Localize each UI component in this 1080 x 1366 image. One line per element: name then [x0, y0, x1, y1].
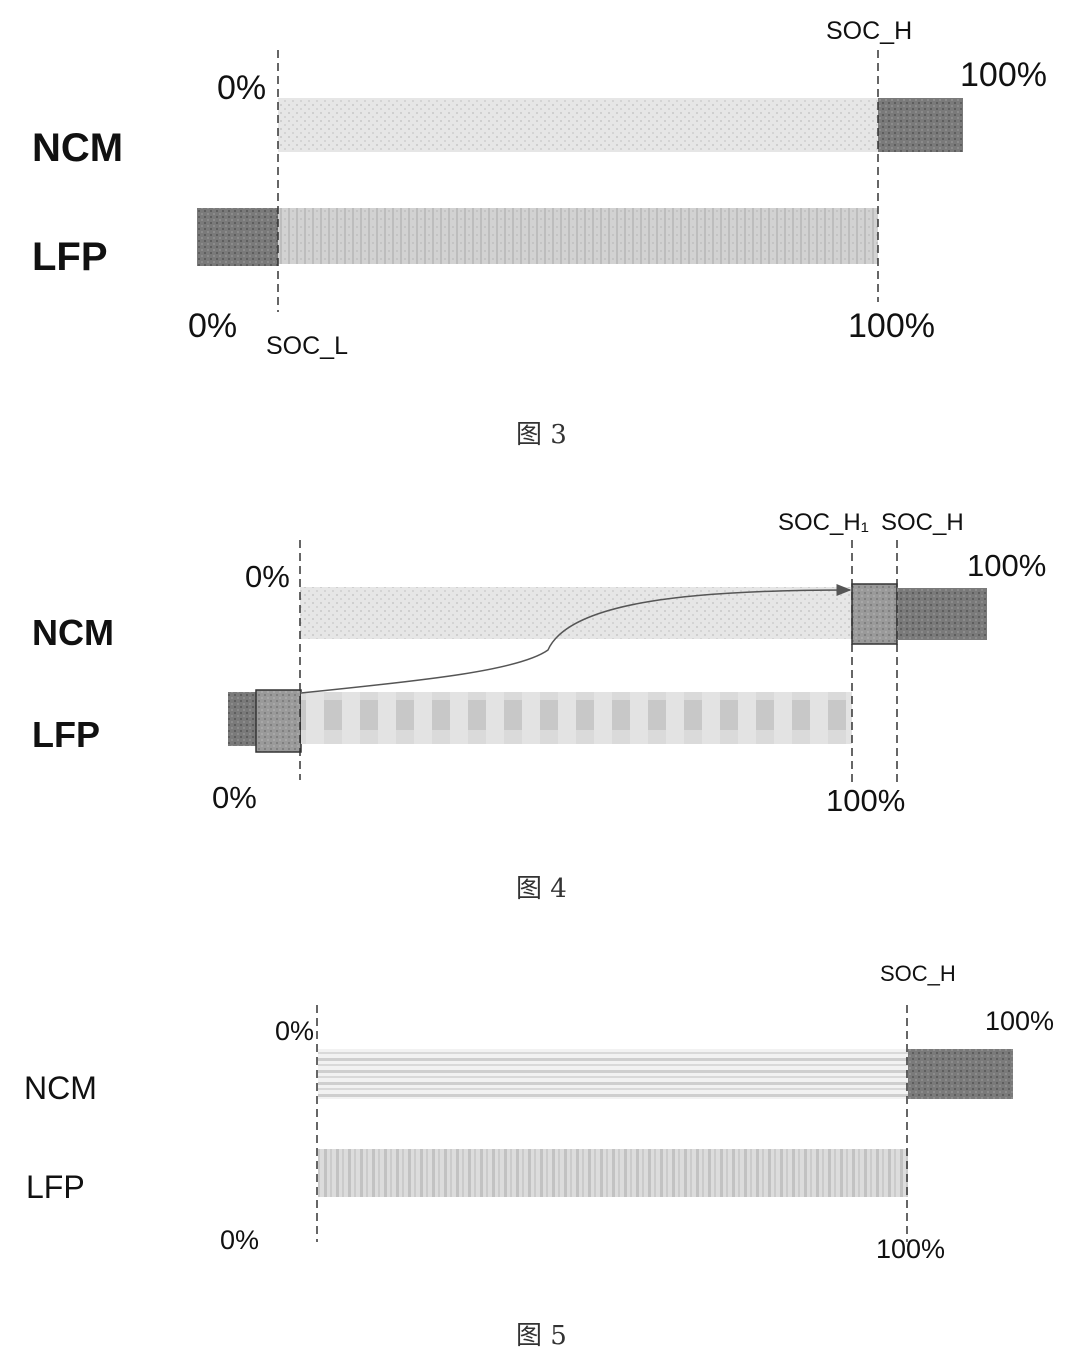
lfp-bar-low-segment — [197, 208, 278, 266]
soc-high-label: SOC_H — [881, 509, 964, 536]
lfp-start-label: 0% — [188, 307, 237, 345]
transfer-arrow — [300, 584, 852, 694]
lfp-bar-low-outer — [228, 692, 258, 746]
soc-high1-label: SOC_H₁ — [778, 509, 869, 536]
ncm-bar-high-segment — [878, 98, 963, 152]
lfp-start-label: 0% — [212, 780, 257, 815]
ncm-end-label: 100% — [985, 1006, 1054, 1036]
ncm-end-label: 100% — [967, 548, 1046, 583]
lfp-start-label: 0% — [220, 1225, 259, 1255]
ncm-start-label: 0% — [217, 69, 266, 107]
ncm-label: NCM — [24, 1070, 97, 1106]
figure-5: NCM LFP 0% 100% 0% 100% SOC_H 图 5 — [0, 950, 1080, 1366]
ncm-bar-high-segment — [897, 588, 987, 640]
figure-4: NCM LFP 0% 100% 0% 100% SOC_H₁ SOC_H 图 4 — [0, 490, 1080, 920]
figure-5-caption: 图 5 — [516, 1321, 567, 1351]
lfp-label: LFP — [26, 1169, 85, 1205]
lfp-end-label: 100% — [876, 1234, 945, 1264]
figure-3-caption: 图 3 — [516, 420, 567, 450]
lfp-end-label: 100% — [848, 307, 935, 345]
lfp-label: LFP — [32, 714, 100, 755]
lfp-bar-main — [278, 208, 878, 264]
soc-high-label: SOC_H — [826, 17, 912, 45]
lfp-label: LFP — [32, 235, 108, 279]
lfp-end-label: 100% — [826, 783, 905, 818]
figure-3: NCM LFP 0% 100% 0% 100% SOC_H SOC_L 图 3 — [0, 0, 1080, 470]
soc-high-label: SOC_H — [880, 961, 956, 986]
lfp-bar-transfer-segment — [255, 689, 302, 753]
lfp-bar-main — [301, 692, 852, 744]
ncm-bar-main — [300, 587, 852, 639]
ncm-bar-transfer-segment — [851, 583, 898, 645]
ncm-bar-high-segment — [908, 1049, 1013, 1099]
ncm-bar-main — [318, 1049, 908, 1099]
ncm-start-label: 0% — [245, 559, 290, 594]
figure-4-caption: 图 4 — [516, 874, 567, 904]
ncm-end-label: 100% — [960, 56, 1047, 94]
ncm-start-label: 0% — [275, 1016, 314, 1046]
lfp-bar-main — [318, 1149, 908, 1197]
ncm-label: NCM — [32, 612, 114, 653]
ncm-bar-main — [278, 98, 878, 152]
soc-low-label: SOC_L — [266, 332, 348, 360]
ncm-label: NCM — [32, 126, 123, 170]
